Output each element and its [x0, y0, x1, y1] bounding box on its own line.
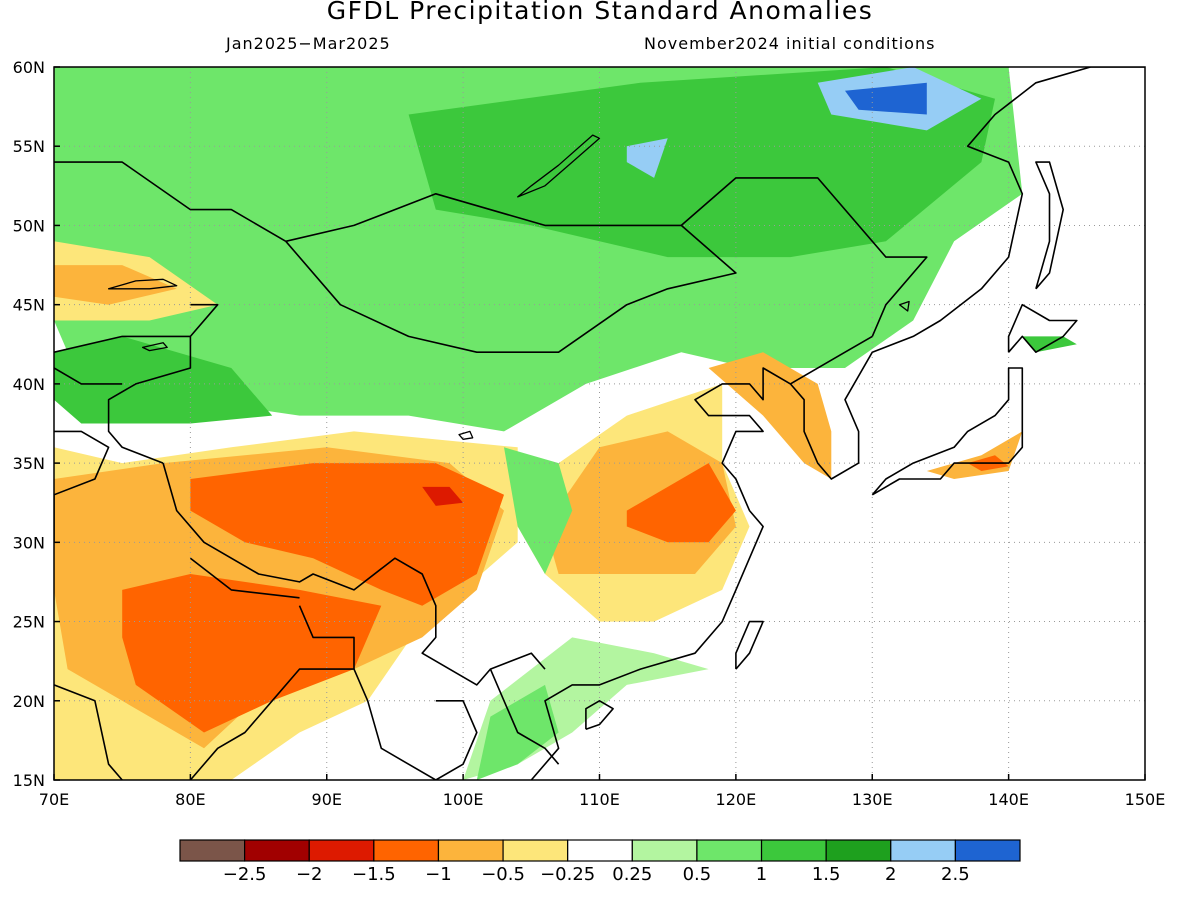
colorbar-label: −1: [425, 864, 452, 885]
colorbar-label: −0.5: [481, 864, 525, 885]
coastline-sakhalin: [1035, 161, 1064, 290]
border-russia-china-ne: [680, 177, 928, 337]
anomaly-region-wet-sichuan: [504, 447, 573, 574]
coastline-bay-of-bengal: [189, 668, 437, 780]
lon-tick-label: 130E: [852, 790, 893, 809]
lat-tick-label: 15N: [13, 771, 45, 790]
lat-tick-label: 60N: [13, 58, 45, 77]
coastline-india-coast: [54, 684, 123, 780]
anomaly-region-dry-west-kazakh-core: [54, 265, 177, 305]
lon-tick-label: 100E: [443, 790, 484, 809]
lat-tick-label: 40N: [13, 375, 45, 394]
colorbar-label: 0.25: [612, 864, 653, 885]
colorbar-swatch: [502, 839, 569, 862]
anomaly-shading: [54, 67, 1077, 780]
colorbar-swatch: [244, 839, 310, 862]
coastline-hokkaido: [1007, 303, 1078, 354]
coastlines-and-borders: [54, 67, 1145, 780]
border-kazakh-russia: [54, 161, 287, 242]
lon-tick-label: 150E: [1125, 790, 1166, 809]
border-myanmar-thai: [435, 699, 478, 780]
colorbar-swatch: [567, 839, 633, 862]
initial-conditions: November2024 initial conditions: [644, 34, 936, 53]
border-india-bangla: [298, 605, 355, 670]
anomaly-region-wet-blue-baikal: [626, 138, 668, 178]
border-nepal-south: [189, 557, 300, 599]
lat-tick-label: 50N: [13, 216, 45, 235]
anomaly-region-dry-tibet-red: [422, 486, 464, 506]
lat-tick-label: 25N: [13, 613, 45, 632]
colorbar-label: −1.5: [351, 864, 396, 885]
colorbar-swatch: [437, 839, 504, 862]
anomaly-region-dry-india-core: [122, 574, 382, 733]
lat-tick-label: 35N: [13, 454, 45, 473]
colorbar-label: 2.5: [941, 864, 970, 885]
lat-tick-label: 30N: [13, 533, 45, 552]
anomaly-region-dry-east-china-core: [626, 463, 736, 543]
colorbar-swatch: [179, 839, 246, 862]
colorbar-label: 2: [885, 864, 897, 885]
lon-tick-label: 90E: [312, 790, 342, 809]
colorbar-label: −2: [295, 864, 323, 885]
lon-tick-label: 80E: [175, 790, 205, 809]
border-tajik-uzbek: [54, 367, 123, 385]
border-mongolia: [285, 193, 737, 354]
colorbar-label: 1: [755, 864, 768, 885]
lake-issyk-kul: [141, 342, 168, 352]
colorbar-swatch: [308, 839, 375, 862]
colorbar-swatch: [890, 839, 956, 862]
colorbar-swatch: [954, 839, 1021, 862]
anomaly-region-wet-darkblue-ne: [845, 82, 927, 115]
lake-balkhash: [107, 278, 178, 290]
lat-tick-label: 45N: [13, 296, 45, 315]
colorbar-label: 1.5: [811, 864, 841, 885]
coastline-taiwan: [735, 620, 764, 670]
border-china-kazakh: [107, 303, 219, 464]
border-himalaya: [162, 462, 546, 686]
lake-qinghai: [458, 430, 474, 440]
longitude-tick-labels: 70E 80E 90E 100E 110E 120E 130E 140E 150E: [39, 774, 1166, 809]
lake-baikal: [517, 134, 601, 198]
border-kazakh-south: [54, 335, 191, 353]
lon-tick-label: 120E: [716, 790, 757, 809]
forecast-period: Jan2025−Mar2025: [226, 34, 391, 53]
lon-tick-label: 140E: [988, 790, 1029, 809]
coastline-japan-honshu: [871, 367, 1024, 496]
latitude-tick-labels: 15N 20N 25N 30N 35N 40N 45N 50N 55N 60N: [13, 58, 60, 790]
lake-khanka: [898, 300, 910, 312]
lon-tick-label: 70E: [39, 790, 69, 809]
map-title: GFDL Precipitation Standard Anomalies: [326, 0, 874, 25]
colorbar-swatch: [825, 839, 892, 862]
colorbar-label: −0.25: [540, 864, 596, 885]
lon-tick-label: 110E: [579, 790, 620, 809]
anomaly-region-dry-tibet-core: [190, 463, 504, 606]
colorbar-swatch: [696, 839, 763, 862]
colorbar-label: −2.5: [222, 864, 267, 885]
colorbar-label: 0.5: [682, 864, 712, 885]
lat-tick-label: 55N: [13, 137, 45, 156]
colorbar-swatch: [631, 839, 698, 862]
colorbar-swatch: [760, 839, 827, 862]
lat-tick-label: 20N: [13, 692, 45, 711]
coastline-hainan: [585, 699, 614, 731]
border-laos-vietnam: [489, 668, 560, 765]
coastline-asia-coast: [530, 67, 1091, 780]
colorbar-swatch: [373, 839, 440, 862]
border-afghan-pak: [54, 430, 110, 543]
colorbar: [179, 839, 1021, 862]
border-north-korea: [789, 335, 873, 385]
